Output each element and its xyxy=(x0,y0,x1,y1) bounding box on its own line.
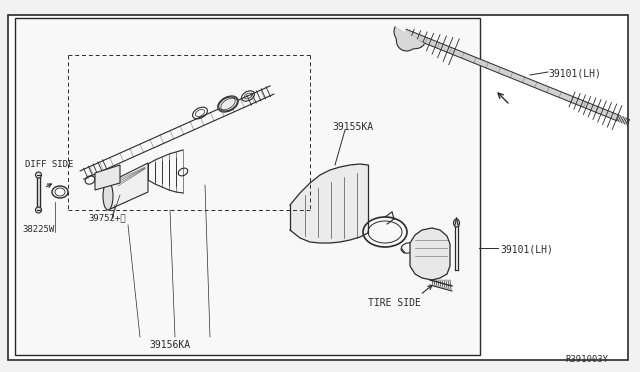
Text: DIFF SIDE: DIFF SIDE xyxy=(25,160,74,169)
Polygon shape xyxy=(394,26,425,51)
Polygon shape xyxy=(404,29,619,121)
Ellipse shape xyxy=(35,172,42,178)
Ellipse shape xyxy=(103,182,113,210)
Ellipse shape xyxy=(454,219,460,227)
Polygon shape xyxy=(108,163,148,210)
Text: TIRE SIDE: TIRE SIDE xyxy=(368,298,421,308)
Text: 39156KA: 39156KA xyxy=(149,340,191,350)
Text: 39101(LH): 39101(LH) xyxy=(500,244,553,254)
Text: 39101(LH): 39101(LH) xyxy=(548,68,601,78)
Ellipse shape xyxy=(218,96,238,112)
Polygon shape xyxy=(95,165,120,190)
Text: 39155KA: 39155KA xyxy=(332,122,373,132)
Text: R391003Y: R391003Y xyxy=(565,355,608,364)
FancyBboxPatch shape xyxy=(8,15,628,360)
Text: 38225W: 38225W xyxy=(22,225,54,234)
Polygon shape xyxy=(15,18,480,355)
Ellipse shape xyxy=(35,207,42,213)
Polygon shape xyxy=(410,228,450,280)
Text: 39752+Ⅱ: 39752+Ⅱ xyxy=(88,213,125,222)
